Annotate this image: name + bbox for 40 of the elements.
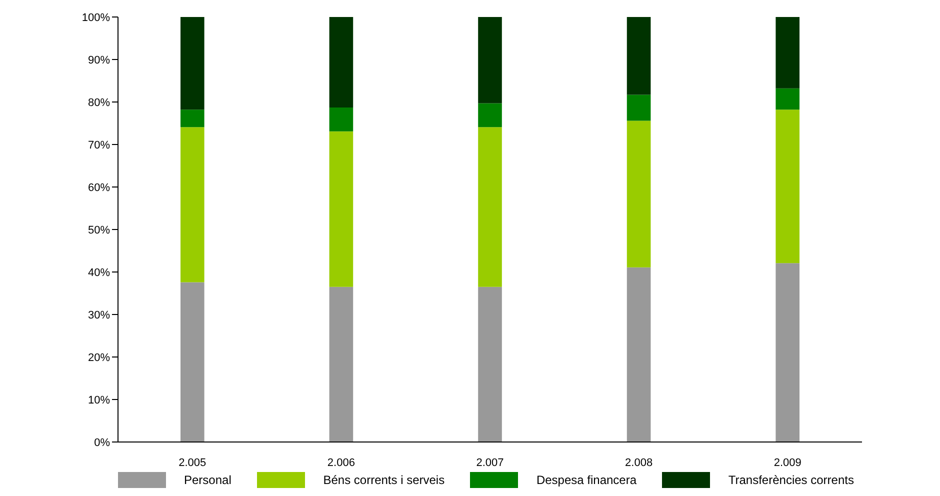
legend-label: Despesa financera <box>536 473 637 487</box>
y-tick-label: 0% <box>94 436 110 449</box>
y-tick-label: 10% <box>88 394 110 406</box>
bar <box>478 286 502 442</box>
bar <box>180 282 204 442</box>
x-tick-label: 2.009 <box>774 456 802 469</box>
bar <box>478 103 502 128</box>
y-tick-label: 80% <box>88 96 110 109</box>
y-tick-label: 90% <box>88 54 110 66</box>
bar <box>776 263 800 442</box>
bar <box>180 127 204 282</box>
bar <box>626 120 651 268</box>
bar <box>329 131 354 287</box>
y-tick-label: 40% <box>88 266 110 279</box>
bar <box>626 267 651 442</box>
bar <box>329 17 354 108</box>
bar <box>478 17 502 104</box>
bar <box>776 110 800 264</box>
bar <box>329 286 354 442</box>
bar <box>626 94 651 121</box>
bar <box>776 17 800 88</box>
legend-label: Transferències corrents <box>728 473 854 487</box>
bar <box>329 108 354 132</box>
legend-label: Béns corrents i serveis <box>323 473 445 487</box>
y-tick-label: 30% <box>88 309 110 322</box>
x-tick-label: 2.005 <box>178 456 206 469</box>
bar <box>180 17 204 110</box>
x-tick-label: 2.007 <box>476 456 504 469</box>
x-tick-label: 2.006 <box>327 456 355 469</box>
legend-label: Personal <box>184 473 232 487</box>
bar <box>626 17 651 95</box>
bar <box>180 110 204 128</box>
y-tick-label: 100% <box>82 12 110 24</box>
y-tick-label: 60% <box>88 182 110 194</box>
bar <box>776 88 800 110</box>
x-tick-label: 2.008 <box>625 456 653 469</box>
y-tick-label: 50% <box>88 224 110 236</box>
y-tick-label: 20% <box>88 352 110 364</box>
bar <box>478 127 502 287</box>
y-tick-label: 70% <box>88 139 110 152</box>
